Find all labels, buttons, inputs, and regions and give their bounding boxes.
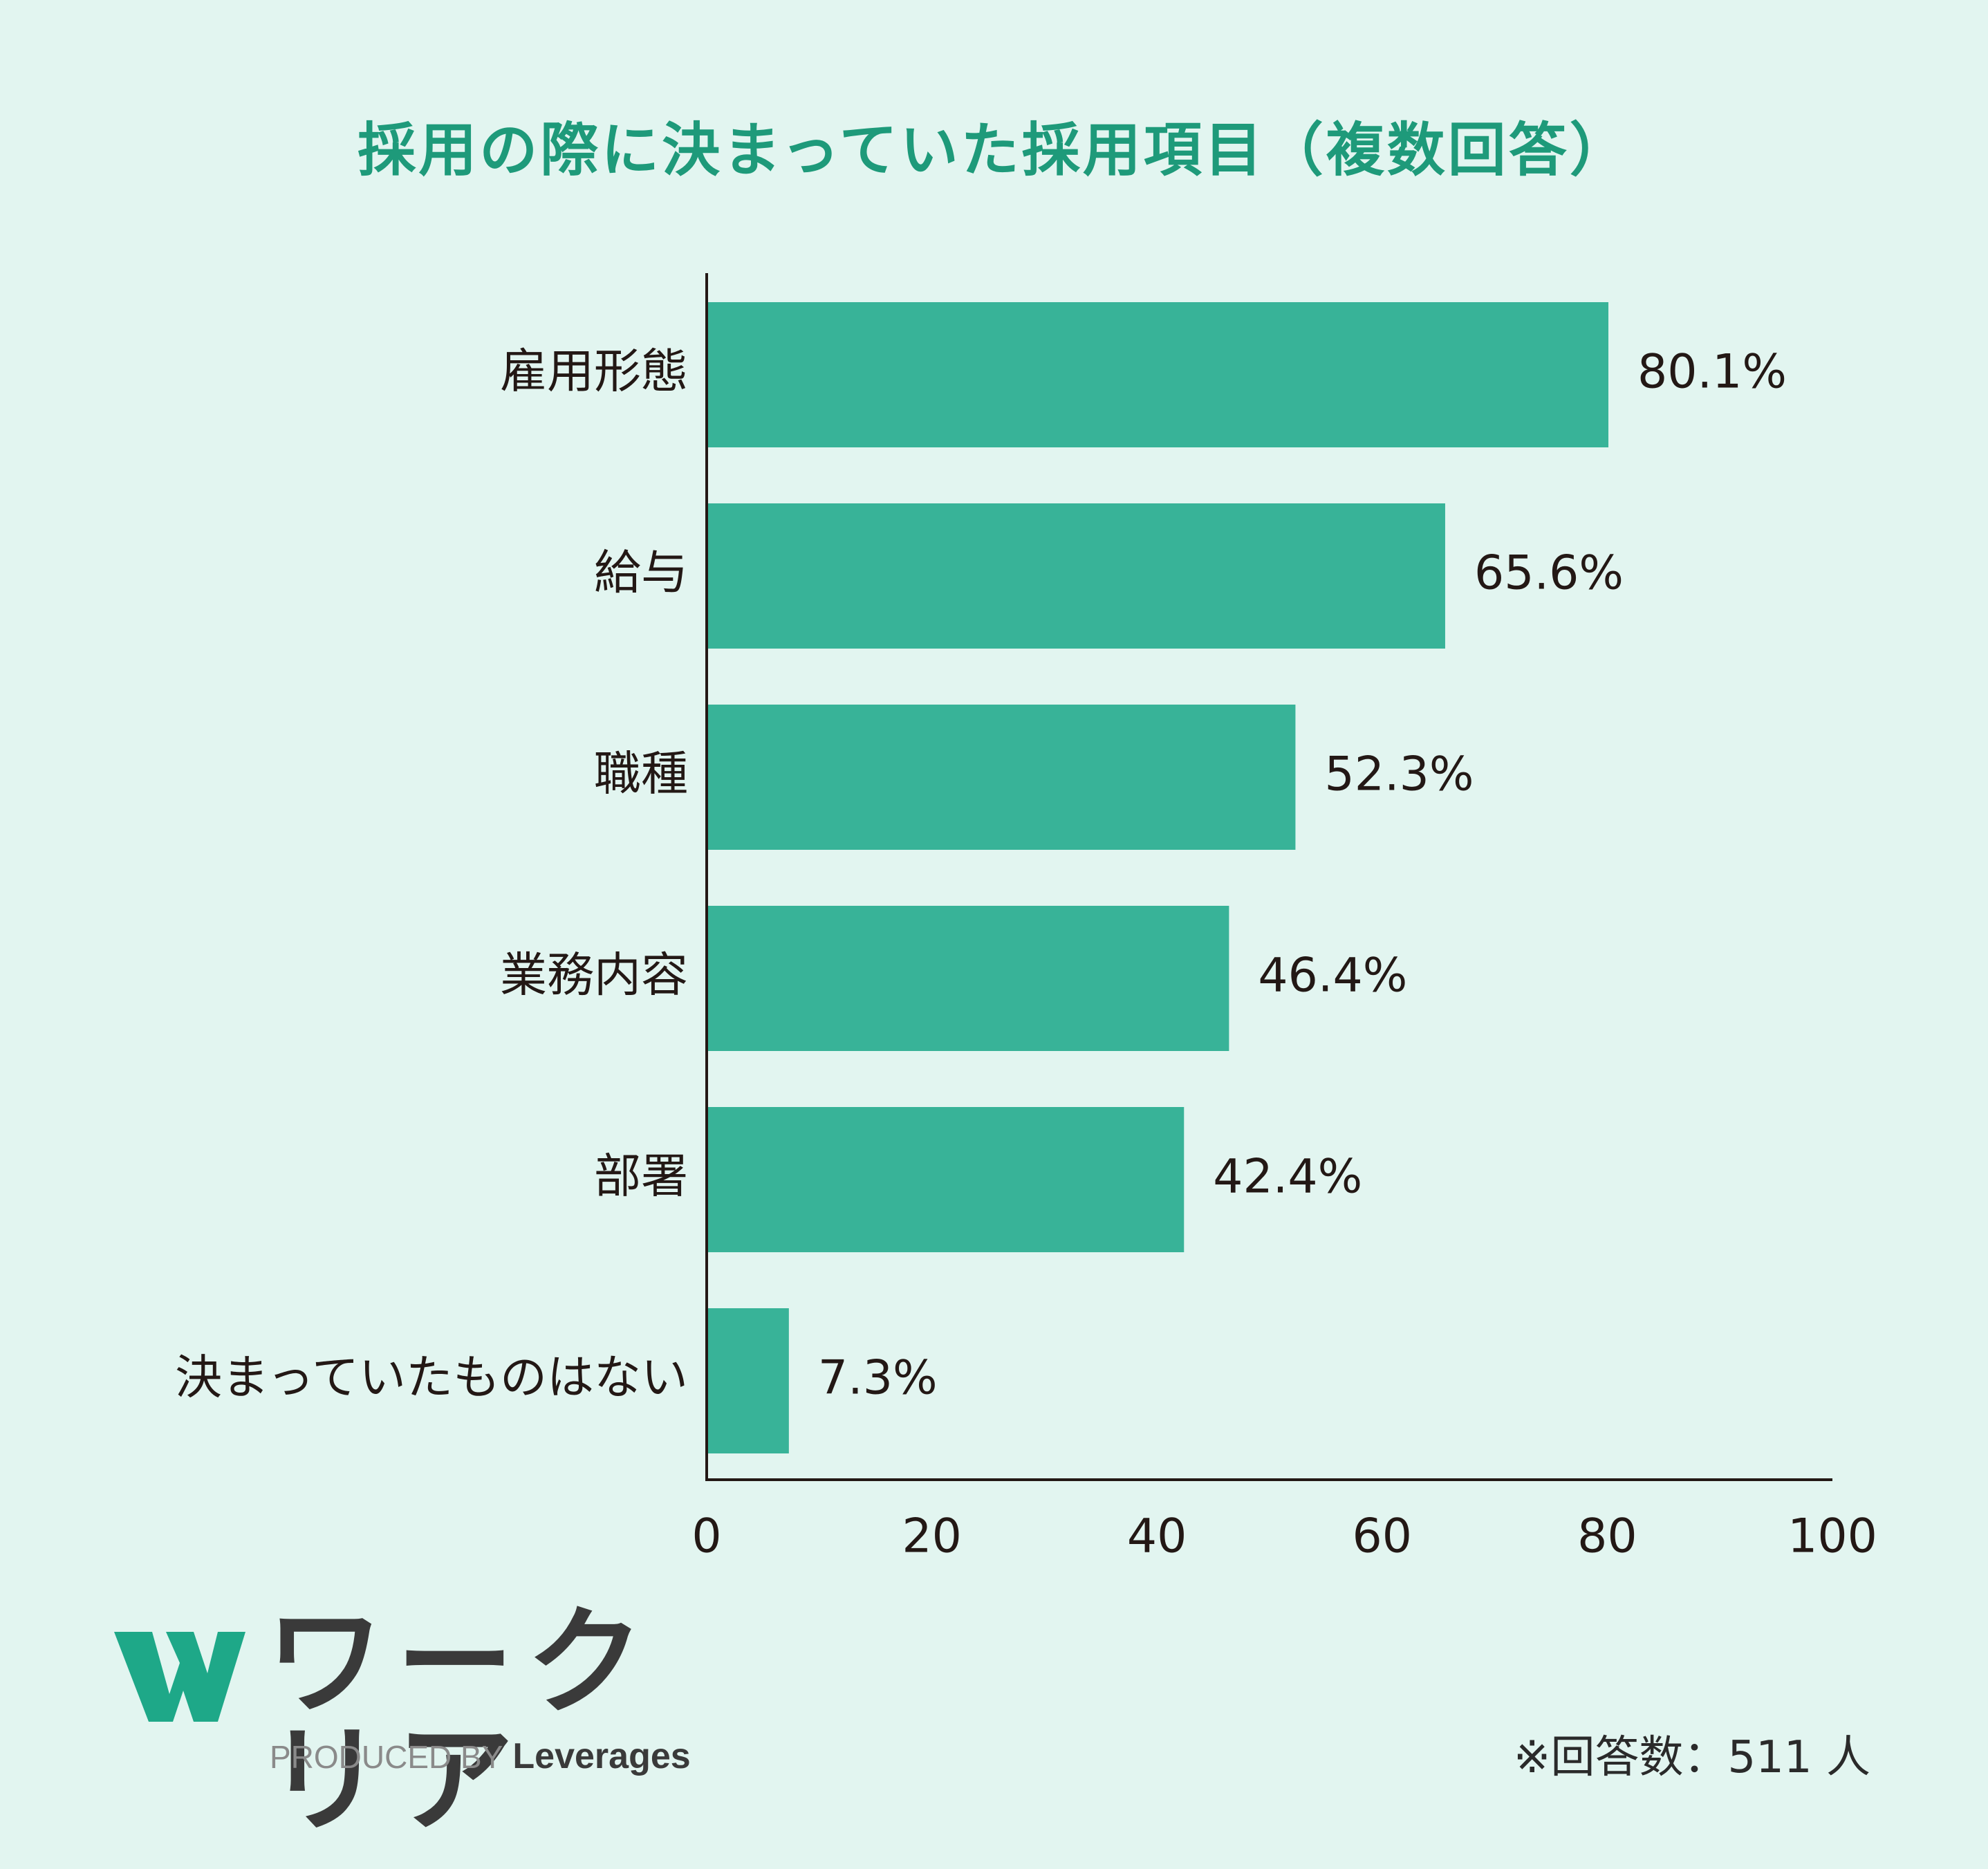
x-tick-label: 20 — [902, 1509, 962, 1564]
data-label: 80.1% — [1637, 345, 1787, 400]
bar — [707, 302, 1609, 447]
x-tick-label: 40 — [1127, 1509, 1187, 1564]
category-label: 給与 — [594, 546, 688, 601]
data-label: 42.4% — [1213, 1150, 1362, 1205]
bar — [707, 705, 1296, 850]
category-label: 業務内容 — [500, 949, 688, 1003]
bar — [707, 906, 1229, 1051]
x-tick-label: 100 — [1787, 1509, 1877, 1564]
x-tick-label: 80 — [1577, 1509, 1637, 1564]
bar — [707, 1308, 789, 1453]
brand-logo: ワークリア PRODUCED BY Leverages — [114, 1604, 736, 1839]
bar — [707, 503, 1445, 649]
data-label: 65.6% — [1474, 546, 1624, 601]
category-label: 職種 — [594, 747, 688, 802]
chart-title: 採用の際に決まっていた採用項目（複数回答） — [357, 116, 1631, 184]
brand-name: Leverages — [512, 1736, 691, 1776]
w-logo-icon — [114, 1632, 245, 1722]
data-label: 7.3% — [818, 1351, 938, 1406]
category-label: 部署 — [594, 1150, 688, 1205]
logo-wordmark: ワークリア — [266, 1594, 657, 1849]
produced-by-label: PRODUCED BY — [270, 1739, 503, 1775]
x-tick-label: 60 — [1353, 1509, 1413, 1564]
x-tick-label: 0 — [691, 1509, 721, 1564]
bar — [707, 1107, 1185, 1252]
respondent-count-note: ※回答数：511 人 — [1513, 1732, 1870, 1783]
category-label: 決まっていたものはない — [175, 1351, 688, 1406]
data-label: 46.4% — [1258, 949, 1407, 1003]
produced-by-text: PRODUCED BY Leverages — [270, 1736, 691, 1777]
data-label: 52.3% — [1324, 747, 1474, 802]
category-label: 雇用形態 — [500, 345, 688, 400]
